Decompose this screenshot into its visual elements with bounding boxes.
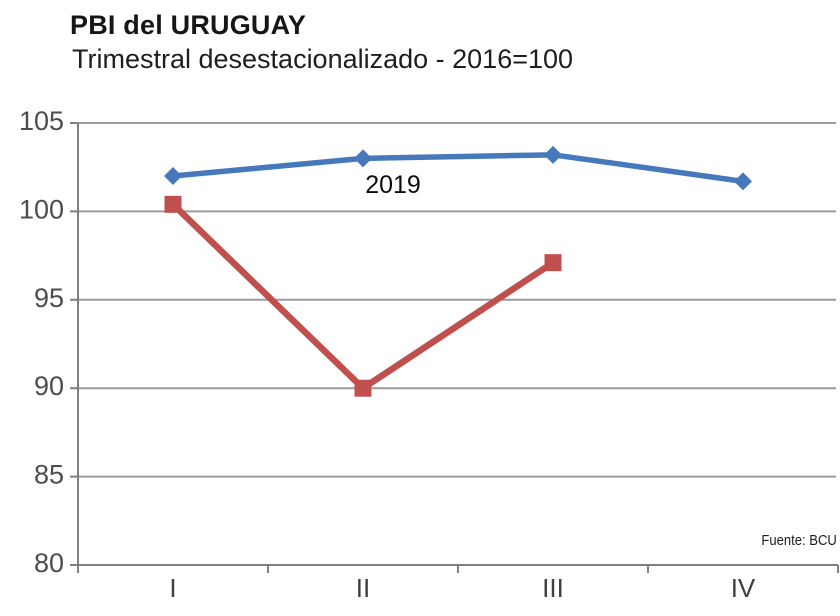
series-blue-line — [170, 152, 746, 185]
x-axis-tick-label: III — [542, 573, 564, 603]
series-blue-marker — [544, 145, 562, 164]
chart-subtitle: Trimestral desestacionalizado - 2016=100 — [72, 44, 574, 74]
x-axis-tick-label: I — [169, 573, 176, 603]
series-blue-marker — [734, 172, 752, 191]
series-blue-marker — [164, 167, 182, 186]
series-red-line — [169, 201, 557, 392]
y-axis-tick-label: 90 — [34, 371, 64, 401]
y-axis-tick-label: 80 — [34, 548, 64, 578]
y-axis-tick-label: 85 — [34, 460, 64, 490]
series-red-marker — [544, 254, 562, 272]
source-label: Fuente: BCU — [761, 533, 837, 549]
series-blue-marker — [354, 149, 372, 168]
series-red-marker — [164, 195, 182, 213]
y-axis-tick-label: 105 — [19, 106, 64, 136]
chart-title: PBI del URUGUAY — [70, 10, 307, 40]
y-axis-tick-label: 100 — [19, 194, 64, 224]
x-axis-tick-label: II — [356, 573, 370, 603]
x-axis-tick-label: IV — [731, 573, 756, 603]
series-2019-label: 2019 — [365, 171, 421, 199]
y-axis-tick-label: 95 — [34, 283, 64, 313]
series-red-marker — [354, 379, 372, 397]
